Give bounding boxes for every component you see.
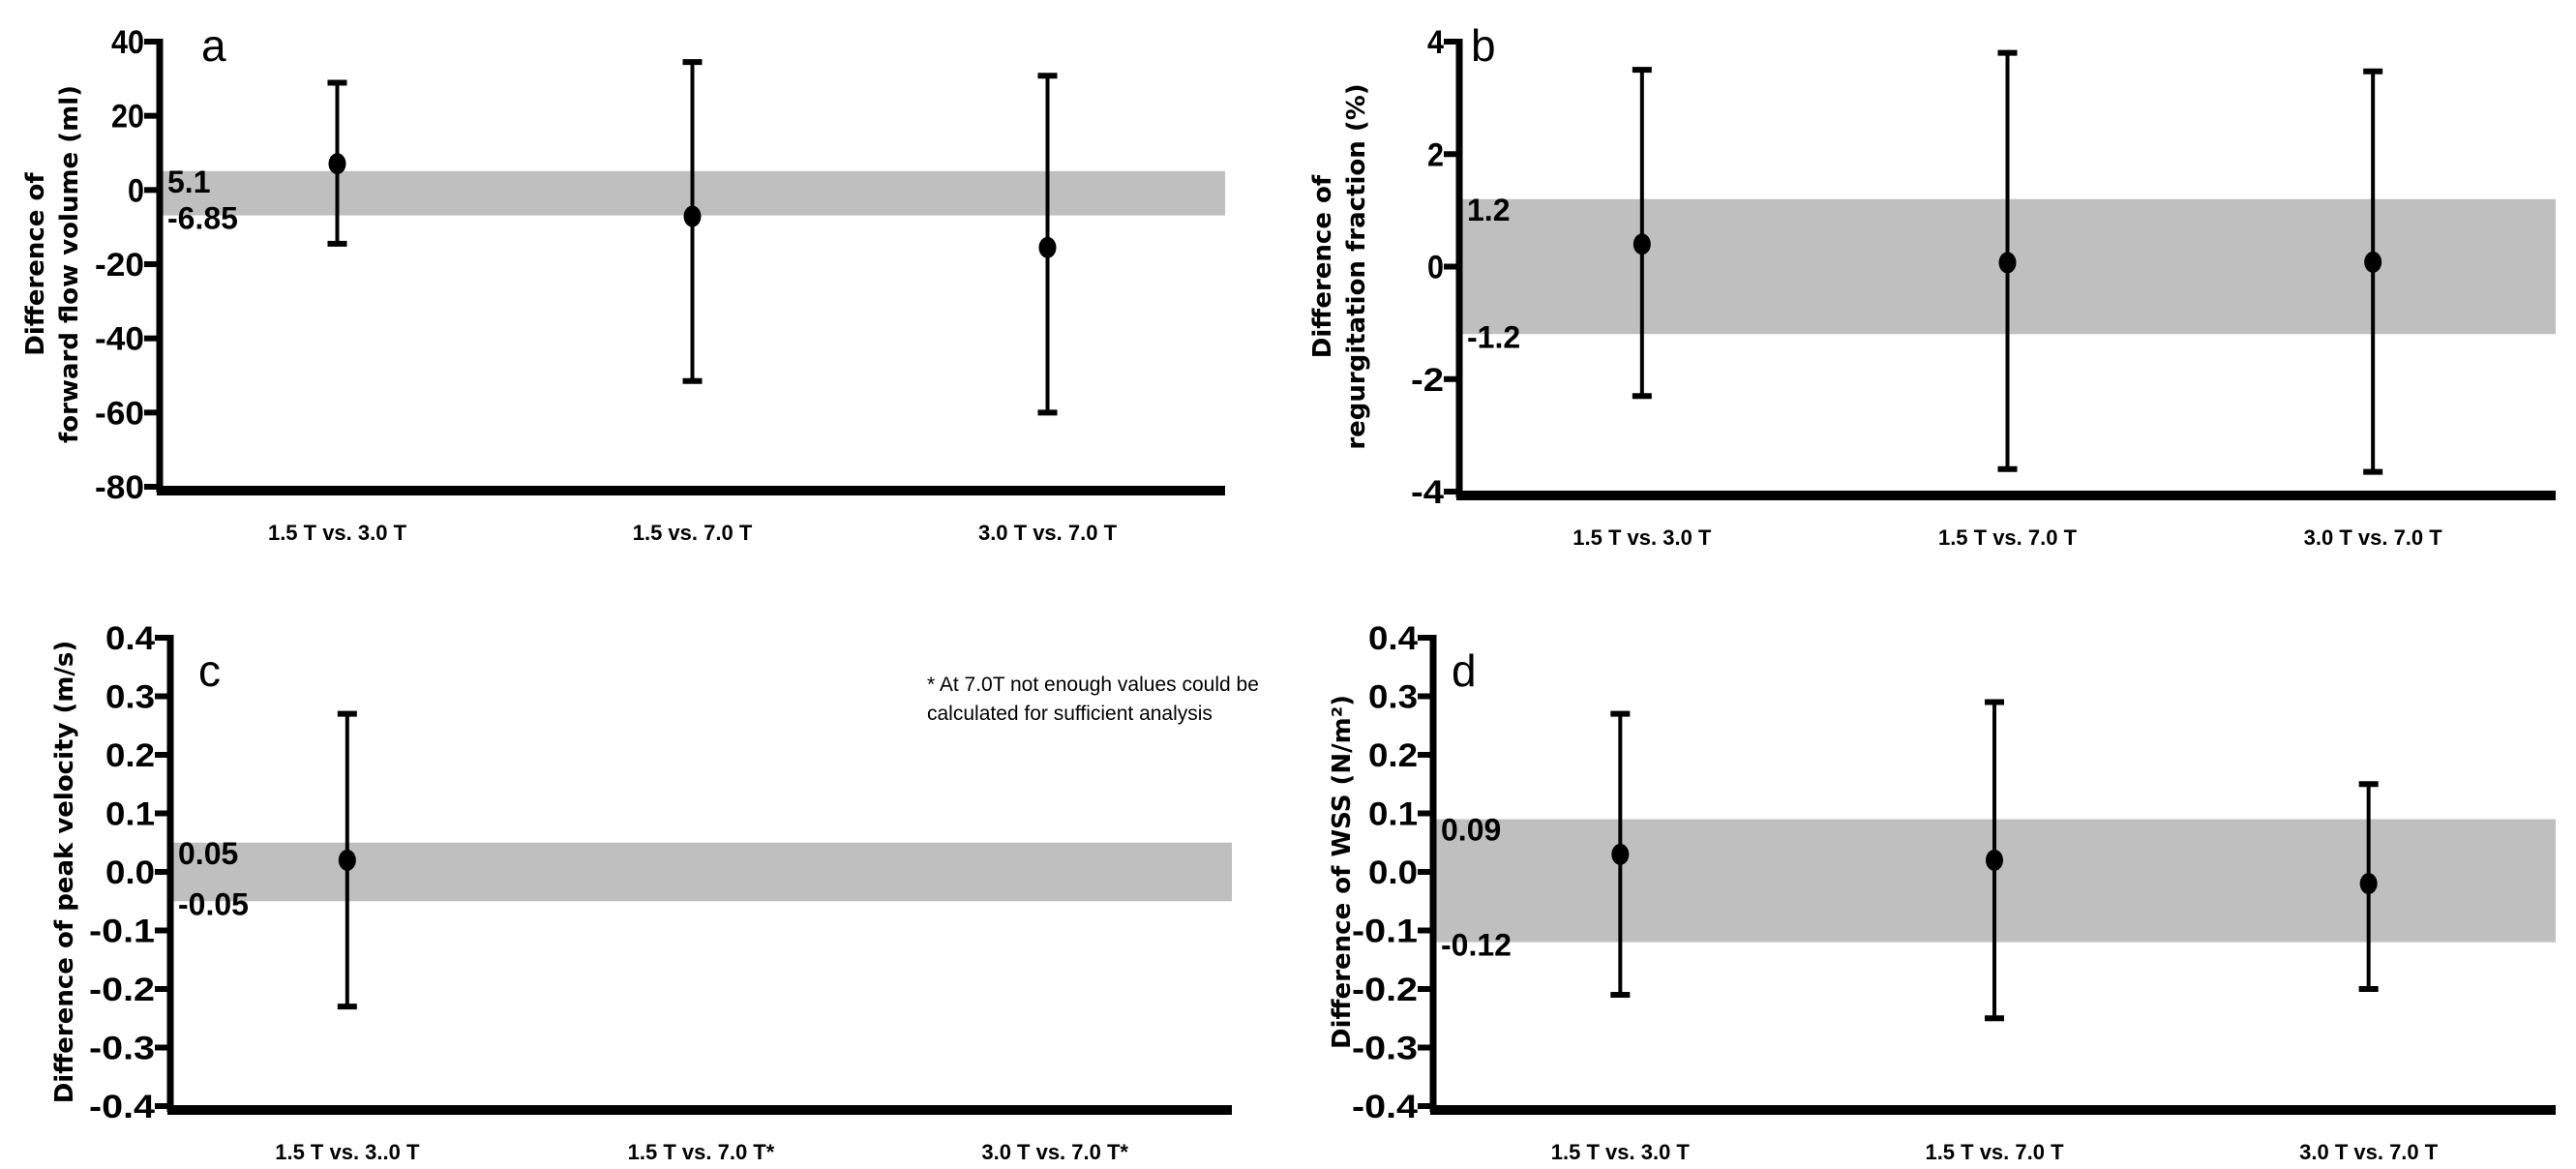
x-category-label: 1.5 T vs. 3.0 T	[1551, 1140, 1691, 1164]
data-point-group	[1610, 710, 1631, 999]
x-category-label: 3.0 T vs. 7.0 T	[978, 521, 1118, 545]
y-tick-label: 0	[128, 172, 144, 209]
x-category-label: 1.5 T vs. 3..0 T	[275, 1140, 420, 1164]
data-point-group	[1997, 49, 2018, 472]
y-tick-label: 0	[1427, 250, 1444, 286]
y-tick-label: -0.1	[89, 914, 155, 950]
y-axis-label: Difference of	[21, 172, 50, 356]
mean-point	[1986, 849, 2003, 871]
y-tick-label: 0.1	[1368, 796, 1418, 833]
mean-point	[1632, 233, 1651, 255]
y-axis-label: Difference of	[1308, 174, 1337, 358]
y-tick-label: -0.1	[1352, 914, 1418, 950]
y-tick-label: -0.3	[89, 1031, 155, 1067]
x-category-label: 1.5 T vs. 7.0 T	[1938, 525, 2078, 550]
y-tick-label: -0.4	[89, 1089, 155, 1125]
panel-letter: d	[1452, 645, 1477, 696]
mean-point	[328, 153, 346, 175]
panel-letter: b	[1471, 20, 1496, 71]
data-point-group	[327, 79, 347, 247]
mean-point	[1998, 252, 2017, 274]
y-tick-label: -4	[1411, 474, 1444, 511]
x-category-label: 1.5 T vs. 7.0 T	[1925, 1140, 2064, 1164]
y-tick-label: -2	[1411, 362, 1444, 399]
y-tick-label: -60	[95, 395, 144, 432]
band-lower-label: -0.05	[178, 886, 249, 921]
y-tick-label: -0.2	[1352, 972, 1418, 1008]
y-tick-label: -0.2	[89, 972, 155, 1008]
y-tick-label: -40	[95, 321, 144, 358]
y-axis-label: forward flow volume (ml)	[55, 85, 84, 443]
y-tick-label: 0.2	[1368, 737, 1418, 774]
x-category-label: 3.0 T vs. 7.0 T	[2299, 1140, 2439, 1164]
mean-point	[338, 849, 356, 871]
panel-letter: c	[198, 645, 221, 696]
data-point-group	[2358, 781, 2379, 992]
x-category-label: 1.5 vs. 7.0 T	[633, 521, 753, 545]
y-tick-label: 40	[111, 24, 144, 61]
footnote: * At 7.0T not enough values could be	[927, 674, 1259, 696]
band-lower-label: -0.12	[1441, 928, 1512, 963]
y-tick-label: -20	[95, 247, 144, 284]
panel-b: 4 2 0 -2 -4 1.5 T vs. 3.0 T 1.5 T vs. 7.0 T 3.0…	[1308, 20, 2556, 550]
y-tick-label: 0.0	[1368, 854, 1418, 891]
x-category-label: 1.5 T vs. 3.0 T	[1573, 525, 1712, 550]
y-tick-label: 0.3	[105, 679, 155, 716]
x-category-label: 3.0 T vs. 7.0 T*	[981, 1140, 1128, 1164]
data-point-group	[2363, 68, 2383, 475]
data-point-group	[1037, 73, 1058, 416]
x-category-label: 3.0 T vs. 7.0 T	[2304, 525, 2443, 550]
y-tick-label: 0.0	[105, 854, 155, 891]
mean-point	[683, 205, 702, 227]
footnote: calculated for sufficient analysis	[927, 703, 1213, 725]
y-tick-label: -0.4	[1352, 1089, 1418, 1125]
y-axis-label: Difference of WSS (N/m²)	[1328, 695, 1357, 1049]
y-tick-label: 0.3	[1368, 679, 1418, 716]
y-tick-label: 20	[111, 99, 144, 135]
panel-a: 40 20 0 -20 -40 -60 -80 1.5 T vs. 3.0 T 1.5 vs. …	[21, 20, 1225, 545]
y-tick-label: 0.2	[105, 737, 155, 774]
y-tick-label: 0.1	[105, 796, 155, 833]
y-tick-label: 0.4	[105, 620, 155, 657]
x-category-label: 1.5 T vs. 7.0 T*	[628, 1140, 775, 1164]
x-category-label: 1.5 T vs. 3.0 T	[268, 521, 407, 545]
mean-point	[2364, 251, 2382, 273]
band-upper-label: 0.05	[178, 836, 238, 871]
mean-point	[1611, 843, 1630, 865]
y-tick-label: -0.3	[1352, 1031, 1418, 1067]
band-upper-label: 1.2	[1467, 193, 1510, 227]
y-axis-label: regurgitation fraction (%)	[1342, 83, 1371, 449]
band-upper-label: 0.09	[1441, 813, 1501, 848]
band-lower-label: -1.2	[1467, 319, 1520, 354]
y-tick-label: -80	[95, 469, 144, 506]
data-point-group	[1985, 699, 2004, 1022]
y-tick-label: 4	[1427, 24, 1444, 61]
agreement-band	[170, 842, 1232, 902]
mean-point	[2359, 873, 2378, 895]
panel-d: 0.4 0.3 0.2 0.1 0.0 -0.1 -0.2 -0.3 -0.4 1.5 T vs.…	[1328, 620, 2556, 1164]
data-point-group	[682, 59, 703, 384]
y-tick-label: 2	[1427, 136, 1444, 173]
data-point-group	[1632, 67, 1652, 400]
data-point-group	[337, 710, 357, 1010]
y-tick-label: 0.4	[1368, 620, 1418, 657]
panel-letter: a	[201, 20, 226, 71]
panel-c: 0.4 0.3 0.2 0.1 0.0 -0.1 -0.2 -0.3 -0.4 1.5 T vs.…	[50, 620, 1259, 1164]
band-lower-label: -6.85	[167, 201, 238, 236]
mean-point	[1038, 236, 1057, 258]
band-upper-label: 5.1	[167, 165, 210, 199]
y-axis-label: Difference of peak velocity (m/s)	[50, 641, 79, 1104]
